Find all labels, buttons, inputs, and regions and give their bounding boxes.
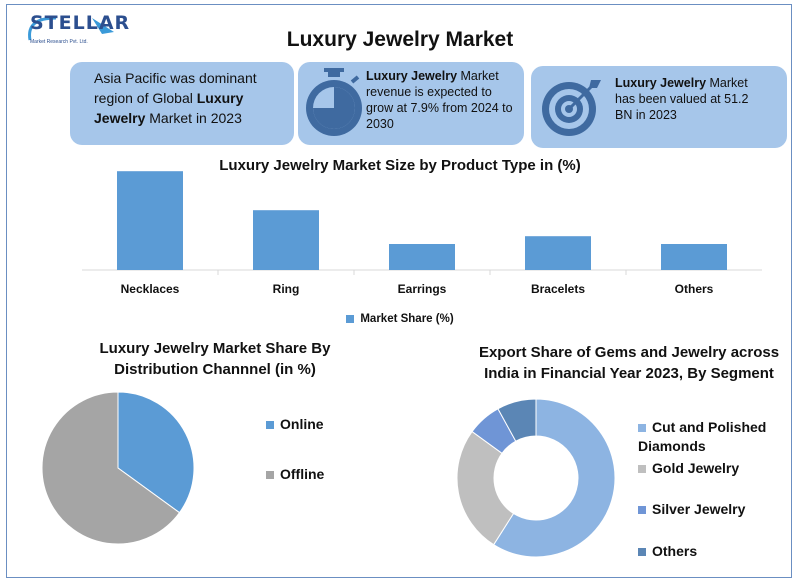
slice-offline bbox=[41, 391, 181, 545]
info-box-growth-bold: Luxury Jewelry bbox=[366, 69, 458, 83]
bar-category-label: Earrings bbox=[398, 282, 447, 296]
pie-chart-title: Luxury Jewelry Market Share By Distribut… bbox=[99, 340, 331, 378]
donut-legend-diamonds-label: Cut and Polished Diamonds bbox=[638, 419, 767, 454]
pie-legend-offline-label: Offline bbox=[280, 466, 325, 482]
slice-cut-and-polished-diamonds bbox=[492, 398, 616, 558]
bar-category-label: Bracelets bbox=[531, 282, 585, 296]
pie-chart bbox=[41, 391, 195, 545]
bar-others bbox=[661, 244, 727, 270]
donut-legend-silver-label: Silver Jewelry bbox=[652, 501, 746, 517]
donut-chart bbox=[456, 398, 616, 558]
donut-legend-gold-label: Gold Jewelry bbox=[652, 460, 740, 476]
pie-legend-online-label: Online bbox=[280, 416, 324, 432]
bar-legend: Market Share (%) bbox=[0, 313, 800, 325]
info-box-valuation-text: Luxury Jewelry Market has been valued at… bbox=[615, 75, 755, 123]
info-box-region-text-end: Market in 2023 bbox=[145, 110, 242, 126]
info-box-growth-text-end: Market revenue is expected to grow at 7.… bbox=[366, 69, 513, 131]
donut-legend-others-label: Others bbox=[652, 543, 698, 559]
donut-legend-others-swatch bbox=[638, 548, 646, 557]
stopwatch-icon bbox=[304, 68, 366, 145]
info-box-region-bold: Luxury Jewelry bbox=[94, 90, 244, 126]
bar-category-label: Necklaces bbox=[121, 282, 180, 296]
info-box-region-text: Asia Pacific was dominant region of Glob… bbox=[94, 70, 257, 106]
bar-necklaces bbox=[117, 171, 183, 270]
bar-chart-title: Luxury Jewelry Market Size by Product Ty… bbox=[219, 157, 581, 174]
bar-bracelets bbox=[525, 236, 591, 270]
donut-legend-diamonds: Cut and Polished Diamonds bbox=[638, 418, 788, 456]
slice-gold-jewelry bbox=[456, 430, 515, 546]
info-box-region: Asia Pacific was dominant region of Glob… bbox=[70, 62, 294, 145]
logo-swoosh-icon bbox=[28, 16, 114, 41]
donut-legend-gold: Gold Jewelry bbox=[638, 460, 739, 476]
slice-online bbox=[117, 391, 195, 514]
bar-legend-label: Market Share (%) bbox=[360, 313, 454, 325]
pie-legend-online: Online bbox=[266, 416, 324, 432]
info-box-valuation-bold: Luxury Jewelry bbox=[615, 76, 707, 90]
info-box-growth-text: Luxury Jewelry Market revenue is expecte… bbox=[366, 68, 518, 132]
logo bbox=[22, 10, 122, 56]
bar-ring bbox=[253, 210, 319, 270]
bar-category-label: Ring bbox=[273, 282, 300, 296]
info-box-valuation-text-end: Market has been valued at 51.2 BN in 202… bbox=[615, 76, 749, 122]
logo-subtitle: Market Research Pvt. Ltd. bbox=[30, 39, 88, 45]
bar-category-label: Others bbox=[675, 282, 714, 296]
info-box-valuation: Luxury Jewelry Market has been valued at… bbox=[531, 66, 787, 148]
donut-chart-title: Export Share of Gems and Jewelry across … bbox=[478, 344, 780, 382]
pie-legend-online-swatch bbox=[266, 421, 274, 430]
donut-legend-gold-swatch bbox=[638, 465, 646, 474]
pie-legend-offline-swatch bbox=[266, 471, 274, 480]
pie-legend-offline: Offline bbox=[266, 466, 324, 482]
info-box-growth: Luxury Jewelry Market revenue is expecte… bbox=[298, 62, 524, 145]
bar-legend-swatch bbox=[346, 314, 355, 323]
target-icon bbox=[539, 76, 605, 143]
slice-others bbox=[497, 398, 537, 442]
logo-text: STELLAR bbox=[30, 12, 131, 34]
bar-earrings bbox=[389, 244, 455, 270]
frame bbox=[6, 4, 792, 578]
donut-legend-others: Others bbox=[638, 543, 697, 559]
donut-legend-silver-swatch bbox=[638, 506, 646, 515]
page-title: Luxury Jewelry Market bbox=[286, 28, 514, 51]
donut-legend-silver: Silver Jewelry bbox=[638, 501, 745, 517]
donut-legend-diamonds-swatch bbox=[638, 424, 646, 433]
